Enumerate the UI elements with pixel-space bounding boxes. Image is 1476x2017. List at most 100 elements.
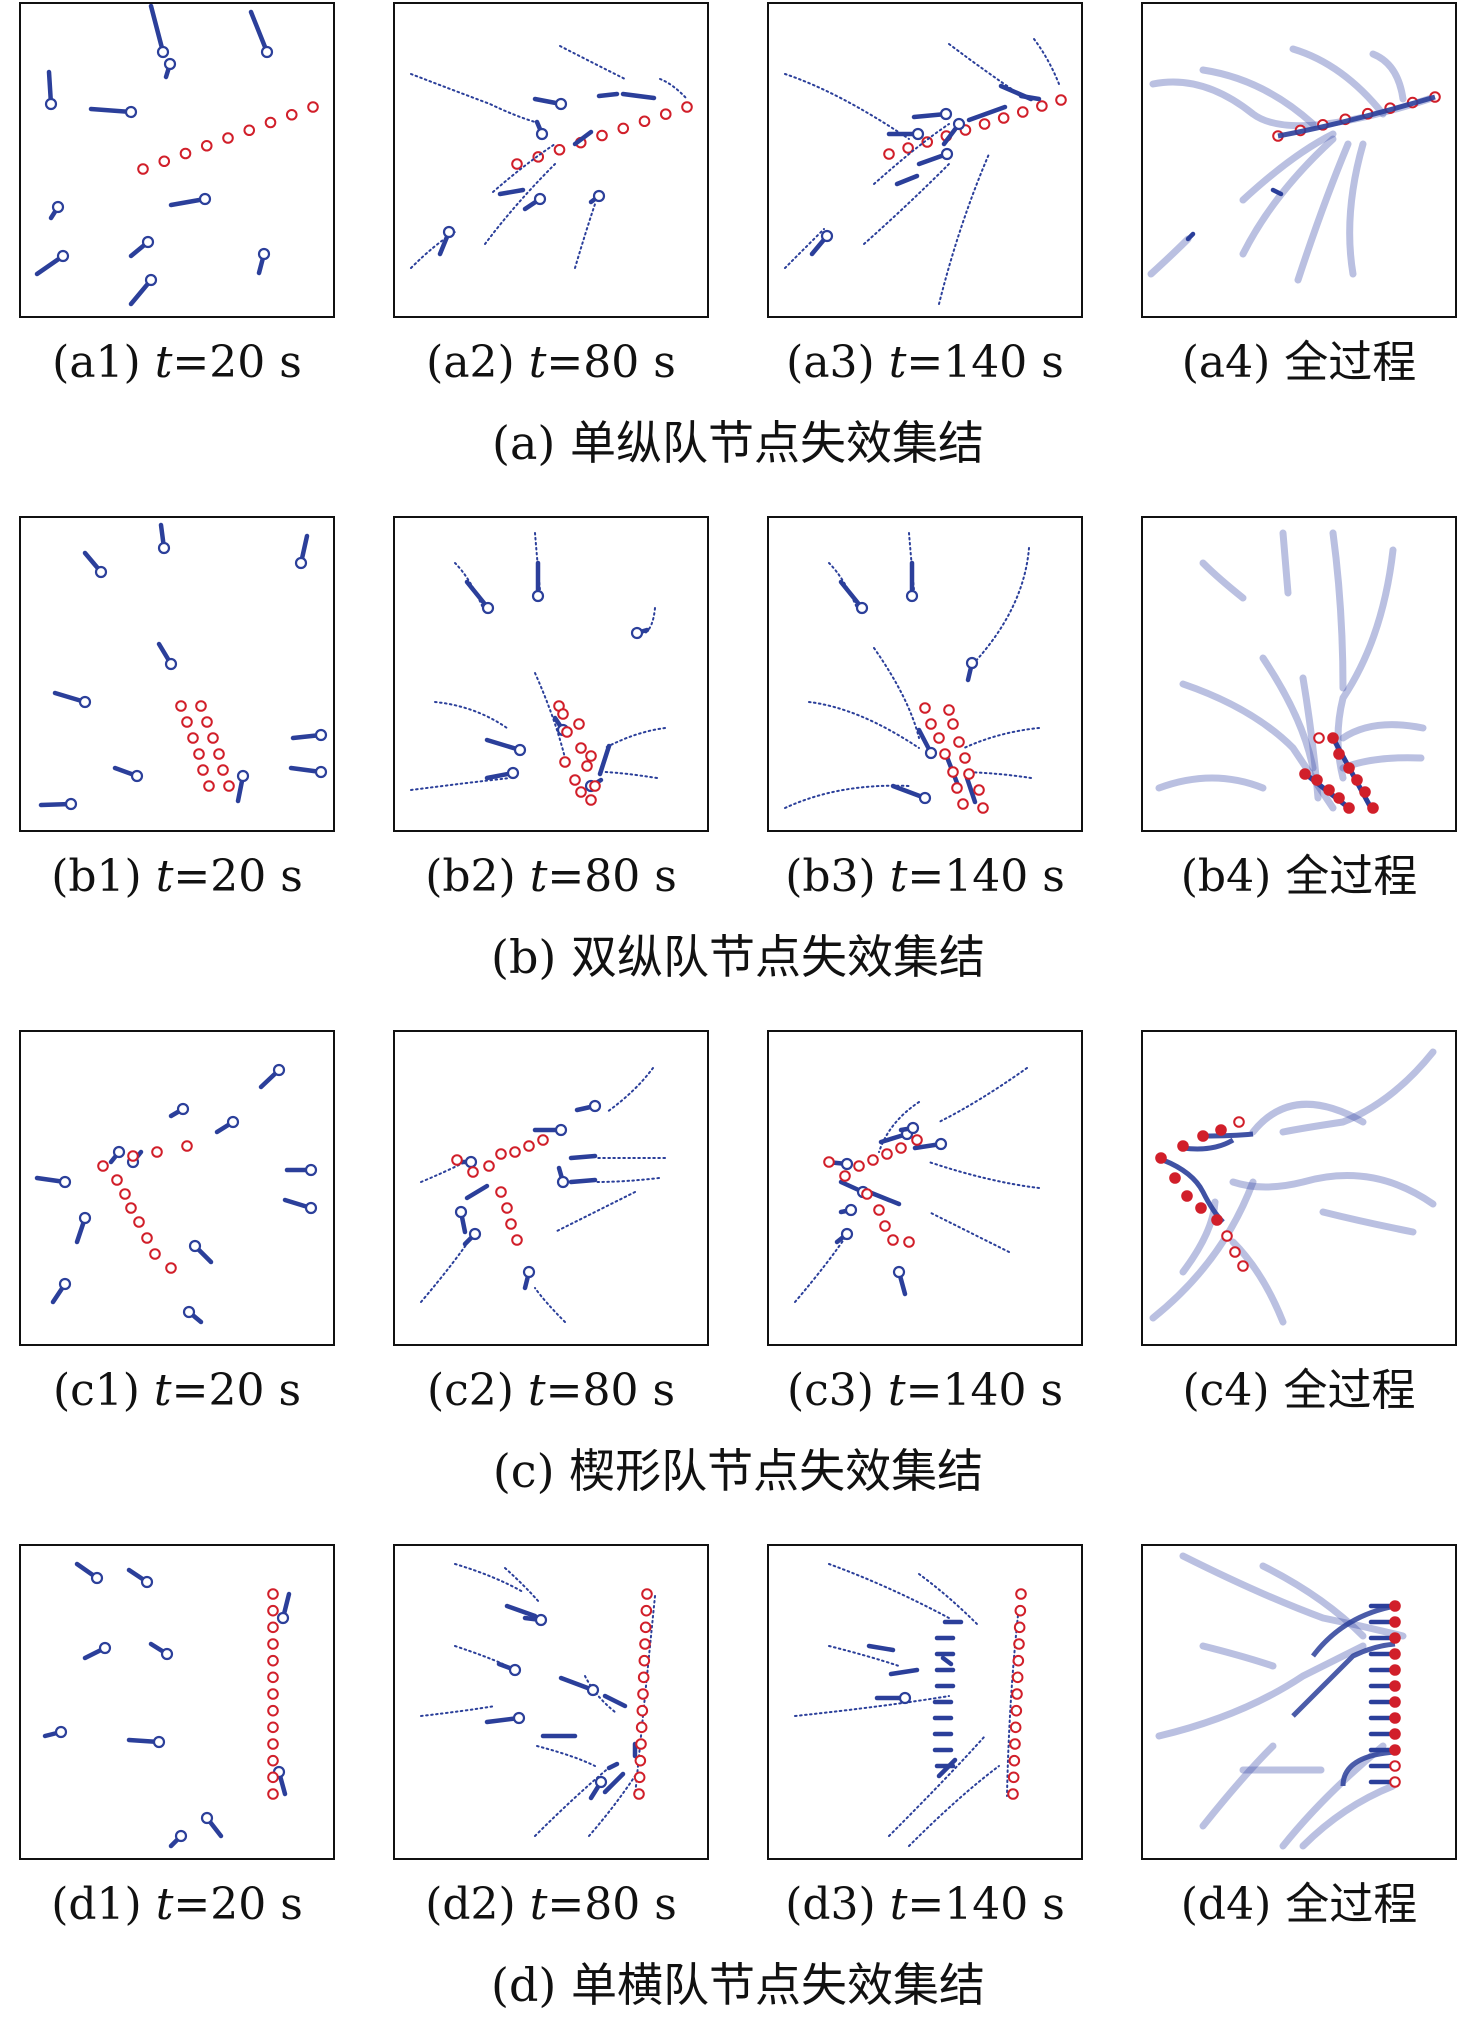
trajectory-trail xyxy=(1239,135,1337,258)
target-point xyxy=(467,1166,479,1178)
agent-marker xyxy=(532,96,568,111)
trajectory-trail xyxy=(1239,130,1337,204)
target-point xyxy=(267,1604,279,1617)
row-caption: (c) 楔形队节点失效集结 xyxy=(492,1444,984,1498)
target-point xyxy=(1211,1214,1223,1226)
trajectory-trail xyxy=(1294,140,1352,284)
trajectory-path xyxy=(559,45,626,80)
agent-marker xyxy=(556,1165,570,1189)
target-point xyxy=(111,1174,123,1186)
agent-marker xyxy=(966,104,1008,123)
sub-caption: (b3) t=140 s xyxy=(745,852,1105,902)
agent-marker xyxy=(496,1661,522,1677)
panel-d1 xyxy=(19,1544,335,1860)
panel-plot xyxy=(1147,45,1441,284)
agent-marker xyxy=(964,775,978,805)
agent-marker xyxy=(276,1591,292,1625)
trajectory-trail xyxy=(1199,1742,1277,1830)
sub-caption-time: =80 s xyxy=(547,1879,677,1930)
target-point xyxy=(175,700,187,712)
trajectory-trail xyxy=(1369,50,1407,103)
time-variable: t xyxy=(889,851,908,902)
sub-caption-time: 全过程 xyxy=(1284,337,1417,388)
sub-caption-time: 全过程 xyxy=(1283,1365,1416,1416)
trajectory-trail xyxy=(1340,1749,1396,1787)
target-point xyxy=(495,1148,507,1160)
trajectory-path xyxy=(784,73,910,140)
trajectory-path xyxy=(878,1101,920,1153)
target-point xyxy=(639,1621,652,1634)
sub-caption-label: (b2) xyxy=(425,851,516,902)
panel-b1 xyxy=(19,516,335,832)
trajectory-trail xyxy=(1155,774,1267,792)
target-point xyxy=(919,702,931,714)
panel-plot xyxy=(410,532,666,806)
agent-marker xyxy=(630,626,650,640)
agent-marker xyxy=(168,1102,190,1119)
target-point xyxy=(307,101,319,113)
trajectory-path xyxy=(863,163,950,245)
target-point xyxy=(149,1248,161,1260)
panel-plot xyxy=(784,38,1067,305)
agent-marker xyxy=(48,200,65,221)
agent-marker xyxy=(912,1137,948,1151)
agent-marker xyxy=(126,1735,166,1749)
sub-caption: (c2) t=80 s xyxy=(371,1366,731,1416)
agent-marker xyxy=(568,1153,598,1161)
target-point xyxy=(267,1654,279,1667)
trajectory-path xyxy=(492,143,556,193)
target-point xyxy=(638,1654,651,1667)
time-variable: t xyxy=(887,1365,906,1416)
trajectory-path xyxy=(794,1695,950,1717)
sub-caption-time: =20 s xyxy=(173,851,303,902)
panel-c3 xyxy=(767,1030,1083,1346)
time-variable: t xyxy=(528,337,547,388)
agent-marker xyxy=(602,1693,628,1709)
target-point xyxy=(1015,1588,1027,1600)
sub-caption-time: =80 s xyxy=(545,1365,676,1416)
agent-marker xyxy=(886,127,925,141)
sub-caption-label: (a2) xyxy=(426,337,515,388)
trajectory-path xyxy=(828,1563,950,1619)
sub-caption-time: =20 s xyxy=(172,337,302,388)
trajectory-path xyxy=(1033,38,1060,85)
target-point xyxy=(1359,786,1371,798)
sub-caption-time: =80 s xyxy=(547,851,677,902)
target-point xyxy=(181,1140,193,1152)
row-caption: (a) 单纵队节点失效集结 xyxy=(492,416,984,470)
agent-marker xyxy=(1185,231,1196,242)
target-point xyxy=(511,158,523,170)
trajectory-path xyxy=(504,1567,540,1603)
trajectory-path xyxy=(534,1765,612,1837)
target-point xyxy=(585,794,597,806)
agent-marker xyxy=(568,1177,598,1185)
sub-caption-label: (d4) xyxy=(1180,1879,1272,1930)
target-point xyxy=(1323,784,1335,796)
target-point xyxy=(997,112,1010,124)
sub-caption: (d4) 全过程 xyxy=(1119,1880,1476,1930)
target-point xyxy=(285,108,298,121)
trajectory-trail xyxy=(1149,1178,1257,1322)
panel-c2 xyxy=(393,1030,709,1346)
sub-caption-time: =140 s xyxy=(906,337,1064,388)
agent-marker xyxy=(911,107,953,121)
target-point xyxy=(137,163,149,175)
trajectory-path xyxy=(948,43,1020,95)
trajectory-path xyxy=(606,1067,654,1113)
target-point xyxy=(501,1202,513,1214)
sub-caption-time: =20 s xyxy=(171,1365,302,1416)
agent-marker xyxy=(88,105,138,119)
sub-caption-label: (d2) xyxy=(425,1879,516,1930)
panel-plot xyxy=(794,1563,1027,1847)
panel-a3 xyxy=(767,2,1083,318)
row-caption: (b) 双纵队节点失效集结 xyxy=(491,930,985,984)
agent-marker xyxy=(74,1561,104,1585)
target-point xyxy=(127,1150,139,1162)
sub-caption-time: =140 s xyxy=(905,1365,1064,1416)
target-point xyxy=(957,798,969,810)
panel-plot xyxy=(42,1561,292,1849)
trajectory-path xyxy=(873,123,950,185)
panel-plot xyxy=(420,1067,666,1323)
trajectory-path xyxy=(554,1191,636,1233)
